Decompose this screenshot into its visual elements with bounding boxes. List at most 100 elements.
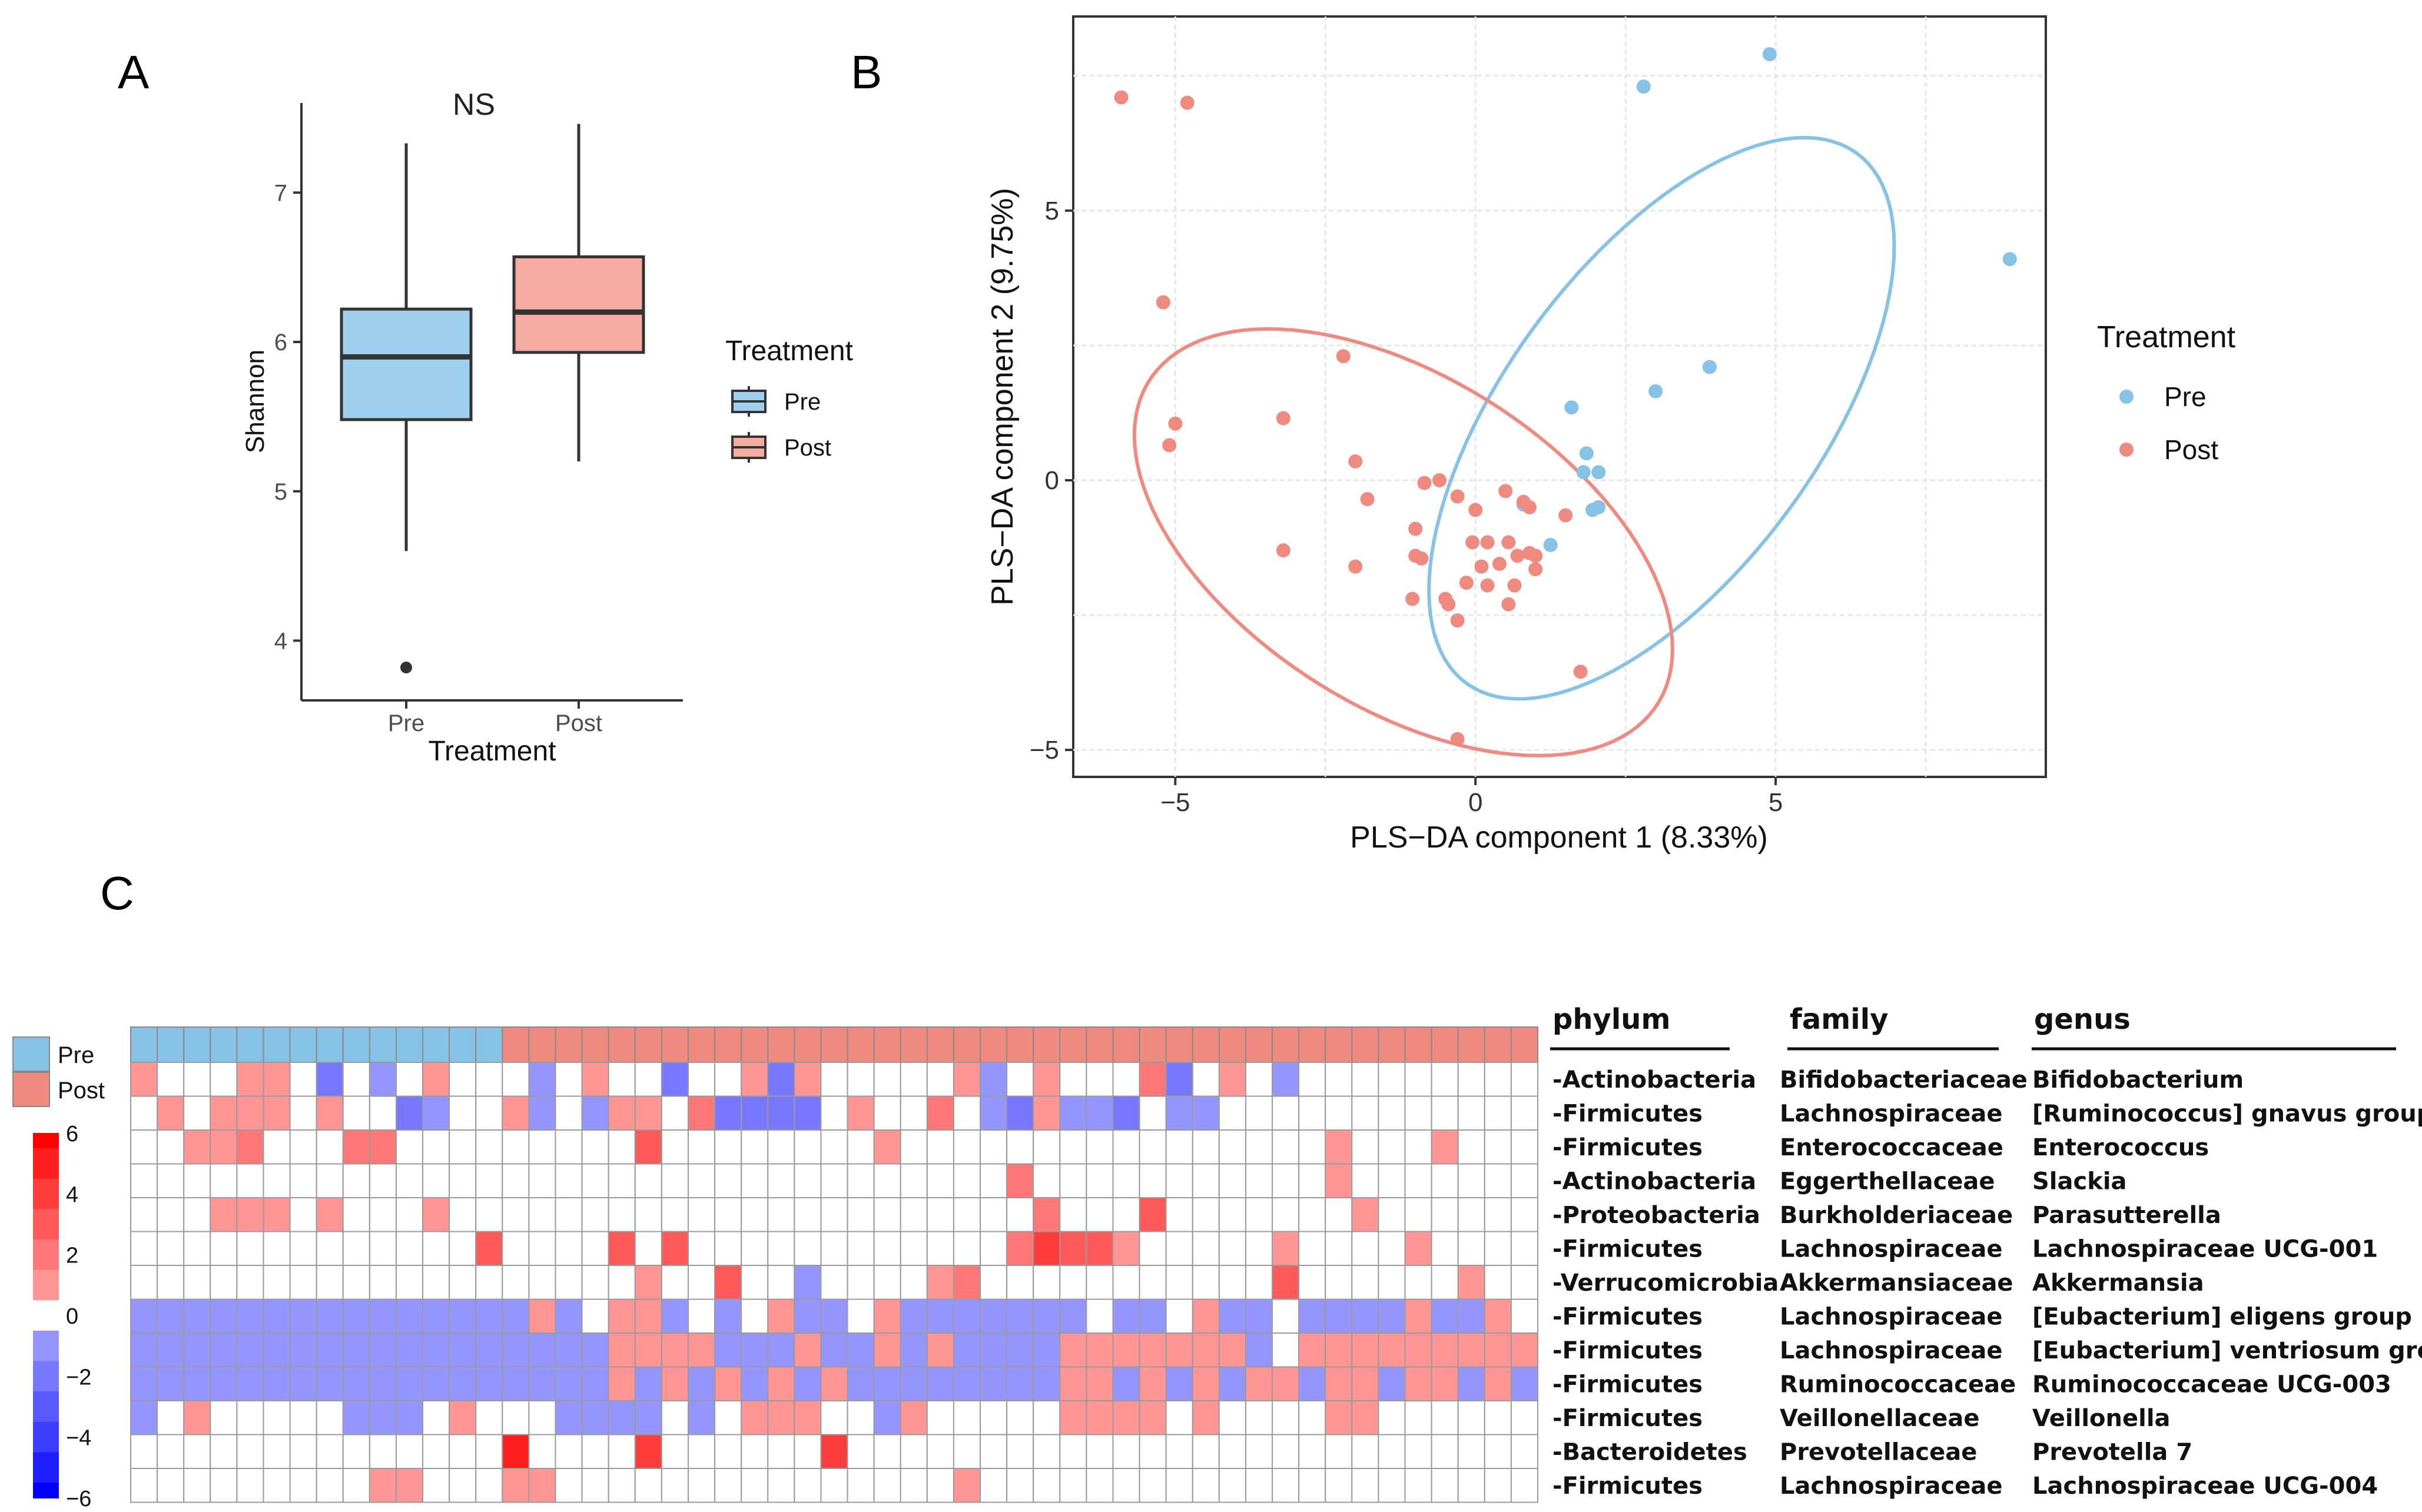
point-pre bbox=[1648, 384, 1663, 398]
heatmap-cell bbox=[1139, 1062, 1167, 1097]
heatmap-cell bbox=[1431, 1400, 1459, 1435]
heatmap-cell bbox=[1457, 1231, 1485, 1266]
heatmap-cell bbox=[953, 1129, 981, 1165]
heatmap-cell bbox=[1457, 1062, 1485, 1097]
heatmap-cell bbox=[953, 1163, 981, 1198]
heatmap-cell bbox=[555, 1062, 583, 1097]
point-pre bbox=[1579, 446, 1594, 461]
heatmap-cell bbox=[1112, 1129, 1140, 1165]
heatmap-cell bbox=[1510, 1265, 1539, 1300]
y-axis-title: Shannon bbox=[241, 350, 270, 453]
heatmap-cell bbox=[926, 1366, 954, 1401]
heatmap-cell bbox=[263, 1129, 291, 1165]
heatmap-cell bbox=[1086, 1298, 1114, 1334]
heatmap-cell bbox=[873, 1095, 901, 1131]
heatmap-cell bbox=[422, 1366, 450, 1401]
heatmap-cell bbox=[1378, 1434, 1406, 1469]
heatmap-cell bbox=[608, 1231, 636, 1266]
heatmap-cell bbox=[661, 1298, 689, 1334]
heatmap-cell bbox=[1484, 1265, 1512, 1300]
heatmap-cell bbox=[820, 1129, 848, 1165]
heatmap-cell bbox=[316, 1366, 344, 1401]
legend-label: Post bbox=[784, 435, 831, 461]
heatmap-cell bbox=[395, 1062, 424, 1097]
heatmap-cell bbox=[183, 1434, 211, 1469]
heatmap-cell bbox=[741, 1265, 769, 1300]
heatmap-cell bbox=[1245, 1366, 1273, 1401]
heatmap-cell bbox=[767, 1062, 795, 1097]
heatmap-cell bbox=[475, 1129, 503, 1165]
heatmap-cell bbox=[953, 1265, 981, 1300]
heatmap-cell bbox=[900, 1197, 928, 1232]
heatmap-cell bbox=[316, 1129, 344, 1165]
heatmap-cell bbox=[980, 1298, 1008, 1334]
color-scale-label: 2 bbox=[66, 1244, 78, 1268]
point-post bbox=[1528, 549, 1543, 563]
y-tick-label: 7 bbox=[274, 180, 287, 206]
heatmap-cell bbox=[236, 1129, 264, 1165]
x-tick-label: 5 bbox=[1769, 788, 1783, 817]
box-pre bbox=[340, 307, 473, 421]
heatmap-cell bbox=[475, 1298, 503, 1334]
y-tick-label: 5 bbox=[274, 479, 287, 505]
heatmap-cell bbox=[1086, 1332, 1114, 1368]
point-post bbox=[1336, 349, 1351, 364]
heatmap-cell bbox=[369, 1062, 397, 1097]
point-post bbox=[1360, 492, 1375, 507]
heatmap-cell bbox=[1006, 1231, 1034, 1266]
point-post bbox=[1348, 454, 1363, 468]
heatmap-cell bbox=[634, 1468, 662, 1503]
heatmap-cell bbox=[847, 1265, 875, 1300]
heatmap-cell bbox=[1325, 1197, 1353, 1232]
heatmap-cell bbox=[714, 1265, 742, 1300]
heatmap-cell bbox=[741, 1197, 769, 1232]
column-header-family: family bbox=[1790, 1003, 1888, 1036]
heatmap-cell bbox=[1139, 1265, 1167, 1300]
heatmap-cell bbox=[794, 1468, 822, 1503]
heatmap-cell bbox=[767, 1265, 795, 1300]
heatmap-cell bbox=[1298, 1468, 1326, 1503]
heatmap-cell bbox=[449, 1095, 477, 1131]
heatmap-cell bbox=[581, 1298, 609, 1334]
heatmap-cell bbox=[873, 1366, 901, 1401]
heatmap-cell bbox=[1325, 1129, 1353, 1165]
heatmap-cell bbox=[263, 1197, 291, 1232]
heatmap-cell bbox=[1457, 1332, 1485, 1368]
heatmap-cell bbox=[1272, 1231, 1300, 1266]
heatmap-cell bbox=[1245, 1265, 1273, 1300]
heatmap-cell bbox=[1431, 1163, 1459, 1198]
row-phylum: -Verrucomicrobia bbox=[1552, 1270, 1779, 1297]
heatmap-cell bbox=[1457, 1197, 1485, 1232]
heatmap-cell bbox=[1298, 1434, 1326, 1469]
heatmap-cell bbox=[1218, 1062, 1246, 1097]
heatmap-cell bbox=[502, 1231, 530, 1266]
heatmap-cell bbox=[820, 1062, 848, 1097]
heatmap-cell bbox=[130, 1400, 158, 1435]
heatmap-cell bbox=[820, 1095, 848, 1131]
heatmap-cell bbox=[316, 1095, 344, 1131]
group-annotation-cell bbox=[1112, 1026, 1140, 1063]
group-annotation-cell bbox=[183, 1026, 211, 1063]
heatmap-cell bbox=[1325, 1231, 1353, 1266]
heatmap-cell bbox=[1006, 1062, 1034, 1097]
heatmap-cell bbox=[1165, 1400, 1193, 1435]
heatmap-cell bbox=[1298, 1400, 1326, 1435]
heatmap-cell bbox=[183, 1231, 211, 1266]
panel-label-a: A bbox=[118, 46, 150, 98]
heatmap-cell bbox=[1245, 1434, 1273, 1469]
heatmap-cell bbox=[342, 1095, 370, 1131]
heatmap-cell bbox=[1378, 1163, 1406, 1198]
heatmap-cell bbox=[210, 1197, 238, 1232]
legend-label: Post bbox=[2164, 434, 2218, 465]
heatmap-cell bbox=[236, 1095, 264, 1131]
heatmap-cell bbox=[289, 1434, 317, 1469]
heatmap-cell bbox=[1351, 1129, 1379, 1165]
heatmap-cell bbox=[1272, 1265, 1300, 1300]
heatmap-cell bbox=[1033, 1095, 1061, 1131]
heatmap-cell bbox=[1351, 1400, 1379, 1435]
heatmap-cell bbox=[1404, 1231, 1432, 1266]
heatmap-cell bbox=[183, 1298, 211, 1334]
row-family: Lachnospiraceae bbox=[1780, 1473, 2002, 1500]
heatmap-cell bbox=[1510, 1197, 1539, 1232]
